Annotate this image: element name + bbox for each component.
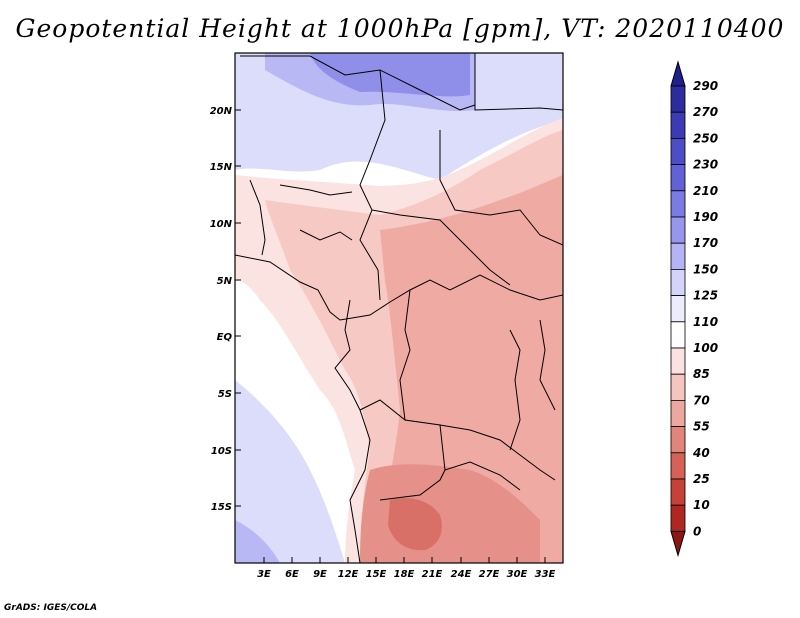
lon-label: 33E bbox=[535, 569, 556, 580]
colorbar-label: 230 bbox=[693, 158, 718, 172]
colorbar-label: 25 bbox=[693, 472, 710, 486]
colorbar-label: 40 bbox=[692, 446, 710, 460]
colorbar-label: 10 bbox=[693, 498, 710, 512]
colorbar-swatch bbox=[670, 216, 686, 244]
colorbar-swatch bbox=[670, 399, 686, 427]
colorbar-swatch bbox=[670, 452, 686, 480]
colorbar-label: 190 bbox=[693, 210, 718, 224]
colorbar-label: 170 bbox=[693, 236, 718, 250]
colorbar-label: 250 bbox=[693, 131, 718, 145]
colorbar-label: 125 bbox=[693, 289, 718, 303]
colorbar-label: 270 bbox=[693, 105, 718, 119]
colorbar-swatch bbox=[670, 347, 686, 375]
lat-label: 10S bbox=[211, 446, 232, 457]
map-frame bbox=[234, 52, 564, 564]
colorbar-swatch bbox=[670, 242, 686, 270]
lon-label: 24E bbox=[451, 569, 472, 580]
country-borders bbox=[235, 53, 563, 563]
lat-labels: 20N 15N 10N 5N EQ 5S 10S 15S bbox=[210, 106, 233, 513]
lon-label: 6E bbox=[285, 569, 299, 580]
lon-axis bbox=[263, 557, 546, 563]
colorbar-top-arrow bbox=[670, 60, 686, 87]
colorbar-label: 210 bbox=[693, 184, 718, 198]
colorbar-label: 0 bbox=[693, 524, 701, 538]
lon-label: 30E bbox=[507, 569, 528, 580]
colorbar-swatch bbox=[670, 85, 686, 113]
grads-credit: GrADS: IGES/COLA bbox=[4, 603, 98, 613]
lon-label: 27E bbox=[479, 569, 500, 580]
colorbar-swatch bbox=[670, 426, 686, 454]
lon-labels: 3E 6E 9E 12E 15E 18E 21E 24E 27E 30E 33E bbox=[257, 569, 555, 580]
colorbar: 2902702502302101901701501251101008570554… bbox=[670, 60, 718, 558]
map-title: Geopotential Height at 1000hPa [gpm], VT… bbox=[15, 14, 785, 43]
colorbar-label: 110 bbox=[693, 315, 718, 329]
colorbar-bottom-arrow bbox=[670, 530, 686, 558]
colorbar-swatch bbox=[670, 190, 686, 218]
lat-label: 5S bbox=[218, 389, 232, 400]
colorbar-label: 290 bbox=[693, 79, 718, 93]
lon-label: 12E bbox=[338, 569, 359, 580]
lat-axis bbox=[235, 109, 241, 507]
lat-label: 20N bbox=[210, 106, 233, 117]
southwest-blue-region bbox=[235, 380, 345, 563]
south-warm-deepest bbox=[388, 498, 442, 551]
colorbar-swatch bbox=[670, 164, 686, 192]
lon-label: 21E bbox=[422, 569, 443, 580]
map-panel bbox=[235, 53, 563, 563]
colorbar-swatch bbox=[670, 321, 686, 349]
colorbar-label: 85 bbox=[693, 367, 710, 381]
southwest-blue-core bbox=[235, 520, 280, 563]
lon-label: 3E bbox=[257, 569, 271, 580]
lat-label: EQ bbox=[217, 332, 233, 343]
lon-label: 15E bbox=[366, 569, 387, 580]
colorbar-label: 55 bbox=[693, 420, 710, 434]
colorbar-label: 150 bbox=[693, 262, 718, 276]
colorbar-swatch bbox=[670, 504, 686, 532]
lat-label: 15S bbox=[211, 502, 232, 513]
colorbar-swatch bbox=[670, 373, 686, 401]
colorbar-label: 70 bbox=[693, 393, 710, 407]
lon-label: 9E bbox=[313, 569, 327, 580]
lat-label: 5N bbox=[217, 276, 233, 287]
colorbar-swatch bbox=[670, 478, 686, 506]
colorbar-swatch bbox=[670, 268, 686, 296]
colorbar-swatch bbox=[670, 111, 686, 139]
lat-label: 15N bbox=[210, 162, 233, 173]
colorbar-swatch bbox=[670, 137, 686, 165]
lat-label: 10N bbox=[210, 219, 233, 230]
colorbar-swatch bbox=[670, 295, 686, 323]
colorbar-label: 100 bbox=[693, 341, 718, 355]
lon-label: 18E bbox=[394, 569, 415, 580]
